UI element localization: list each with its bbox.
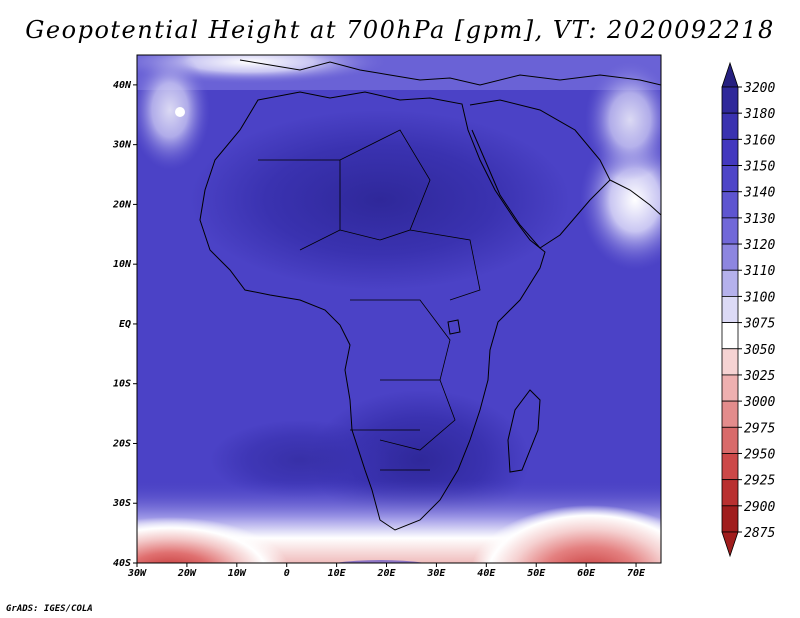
colorbar-label: 3110: [743, 264, 775, 279]
grads-credit: GrADS: IGES/COLA: [6, 604, 93, 614]
colorbar-swatch: [721, 453, 739, 481]
india-coastline: [609, 179, 661, 216]
geopotential-field: [137, 55, 661, 563]
lon-tick-label: 20E: [376, 568, 396, 579]
country-borders: [258, 129, 481, 471]
colorbar-label: 3150: [743, 160, 775, 175]
colorbar-label: 3180: [743, 107, 775, 122]
colorbar-swatch: [721, 479, 739, 507]
lat-tick-label: 10S: [113, 379, 131, 390]
colorbar-label: 3000: [743, 395, 775, 410]
lon-tick-label: 10W: [228, 568, 247, 579]
colorbar-label: 2900: [744, 500, 775, 515]
colorbar-label: 3050: [743, 343, 775, 358]
colorbar-label: 2950: [744, 447, 775, 462]
colorbar: 3200 3180 3160 3150 3140 3130 3120 3110 3100 3075…: [721, 61, 775, 558]
lon-tick-label: 60E: [577, 568, 596, 579]
colorbar-swatch: [721, 112, 739, 140]
lon-tick-label: 70E: [627, 568, 646, 579]
colorbar-swatch: [721, 191, 739, 219]
colorbar-top-arrow: [721, 61, 739, 88]
lon-tick-label: 20W: [177, 568, 197, 579]
arabia-coastline: [469, 99, 611, 249]
colorbar-swatch: [721, 217, 739, 245]
lon-tick-label: 0: [284, 568, 290, 579]
colorbar-swatch: [721, 426, 739, 454]
colorbar-label: 3160: [743, 133, 775, 148]
colorbar-label: 2975: [744, 421, 775, 436]
colorbar-label: 3100: [743, 290, 775, 305]
lon-tick-label: 10E: [328, 568, 347, 579]
colorbar-label: 2925: [744, 474, 775, 489]
madagascar-coastline: [507, 389, 541, 473]
colorbar-swatch: [721, 505, 739, 533]
map-frame: [136, 54, 662, 564]
colorbar-label: 3075: [743, 317, 775, 332]
lat-tick-label: 40N: [113, 80, 132, 91]
colorbar-swatch: [721, 138, 739, 166]
colorbar-swatch: [721, 165, 739, 193]
colorbar-swatch: [721, 296, 739, 323]
colorbar-label: 3130: [743, 212, 775, 227]
lat-tick-label: 20S: [112, 438, 131, 449]
lon-tick-label: 40E: [477, 568, 496, 579]
africa-coastline: [199, 91, 546, 531]
lake-victoria: [447, 319, 461, 335]
lat-axis: 40N 30N 20N 10N EQ 10S 20S 30S 40S: [112, 80, 137, 569]
lat-tick-label: EQ: [119, 319, 131, 330]
colorbar-label: 3200: [743, 81, 775, 96]
colorbar-swatch: [721, 243, 739, 271]
colorbar-label: 2875: [744, 526, 775, 541]
lat-tick-label: 10N: [113, 259, 132, 270]
colorbar-swatch: [721, 400, 739, 428]
europe-coastline: [239, 59, 661, 86]
colorbar-swatch: [721, 269, 739, 297]
colorbar-bottom-arrow: [721, 531, 739, 558]
lat-tick-label: 20N: [112, 199, 132, 210]
lat-tick-label: 30N: [112, 140, 132, 151]
colorbar-swatch: [721, 86, 739, 114]
map-title: Geopotential Height at 700hPa [gpm], VT:…: [25, 16, 775, 44]
colorbar-swatch: [721, 322, 739, 350]
lon-tick-label: 30W: [127, 568, 147, 579]
colorbar-swatch: [721, 348, 739, 376]
colorbar-label: 3120: [743, 238, 775, 253]
colorbar-label: 3140: [743, 186, 775, 201]
lon-tick-label: 30E: [426, 568, 446, 579]
colorbar-swatch: [721, 374, 739, 402]
colorbar-label: 3025: [743, 369, 775, 384]
lon-tick-label: 50E: [527, 568, 546, 579]
coastlines: [199, 59, 661, 531]
lat-tick-label: 40S: [113, 558, 131, 569]
lat-tick-label: 30S: [112, 498, 131, 509]
lon-axis: 30W 20W 10W 0 10E 20E 30E 40E 50E 60E 70E: [127, 563, 646, 579]
